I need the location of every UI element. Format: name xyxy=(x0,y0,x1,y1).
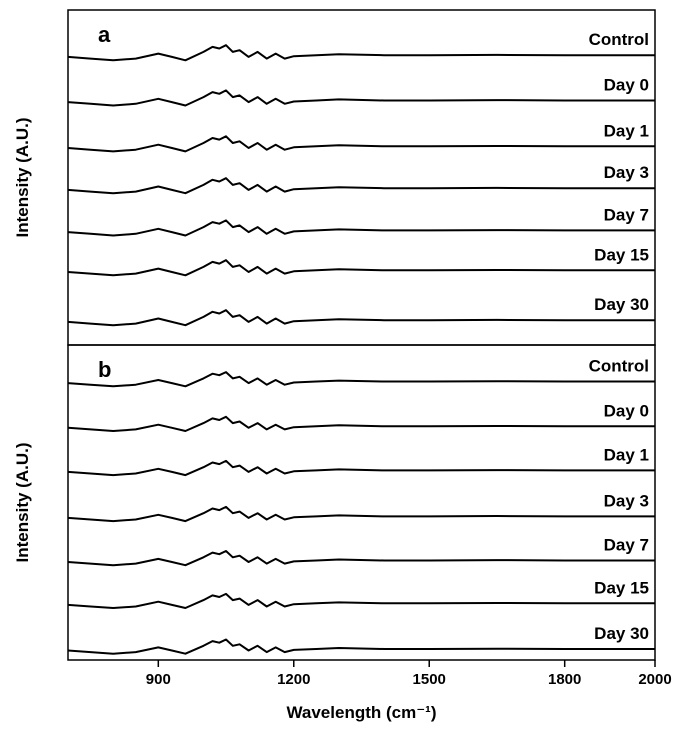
series-label: Day 15 xyxy=(594,578,649,597)
plot-frame xyxy=(67,9,656,346)
spectrum-line xyxy=(67,505,655,523)
panel-label: a xyxy=(98,22,111,47)
spectrum-line xyxy=(67,638,655,655)
x-tick-label: 2000 xyxy=(638,671,671,688)
spectrum-line xyxy=(67,371,655,388)
x-tick-label: 900 xyxy=(146,671,171,688)
x-tick-label: 1800 xyxy=(548,671,581,688)
spectrum-line xyxy=(67,459,655,477)
spectrum-line xyxy=(67,415,655,432)
series-label: Day 7 xyxy=(604,205,649,224)
spectrum-line xyxy=(67,592,655,609)
spectrum-line xyxy=(67,44,655,62)
y-axis-label: Intensity (A.U.) xyxy=(13,118,32,238)
series-label: Day 15 xyxy=(594,245,649,264)
series-label: Day 1 xyxy=(604,445,649,464)
x-axis-label: Wavelength (cm⁻¹) xyxy=(286,703,436,722)
spectrum-line xyxy=(67,135,655,153)
series-label: Day 3 xyxy=(604,163,649,182)
plot-frame xyxy=(67,344,656,661)
x-tick-label: 1500 xyxy=(413,671,446,688)
series-label: Day 30 xyxy=(594,295,649,314)
series-label: Day 1 xyxy=(604,121,649,140)
spectrum-line xyxy=(67,89,655,107)
series-label: Day 30 xyxy=(594,624,649,643)
spectrum-line xyxy=(67,259,655,277)
series-label: Day 0 xyxy=(604,75,649,94)
series-label: Day 7 xyxy=(604,535,649,554)
spectrum-line xyxy=(67,309,655,327)
series-label: Control xyxy=(589,357,649,376)
y-axis-label: Intensity (A.U.) xyxy=(13,443,32,563)
x-tick-label: 1200 xyxy=(277,671,310,688)
series-label: Day 3 xyxy=(604,491,649,510)
panel-label: b xyxy=(98,357,111,382)
spectrum-line xyxy=(67,219,655,237)
spectrum-line xyxy=(67,177,655,195)
series-label: Control xyxy=(589,30,649,49)
series-label: Day 0 xyxy=(604,401,649,420)
spectrum-line xyxy=(67,550,655,567)
